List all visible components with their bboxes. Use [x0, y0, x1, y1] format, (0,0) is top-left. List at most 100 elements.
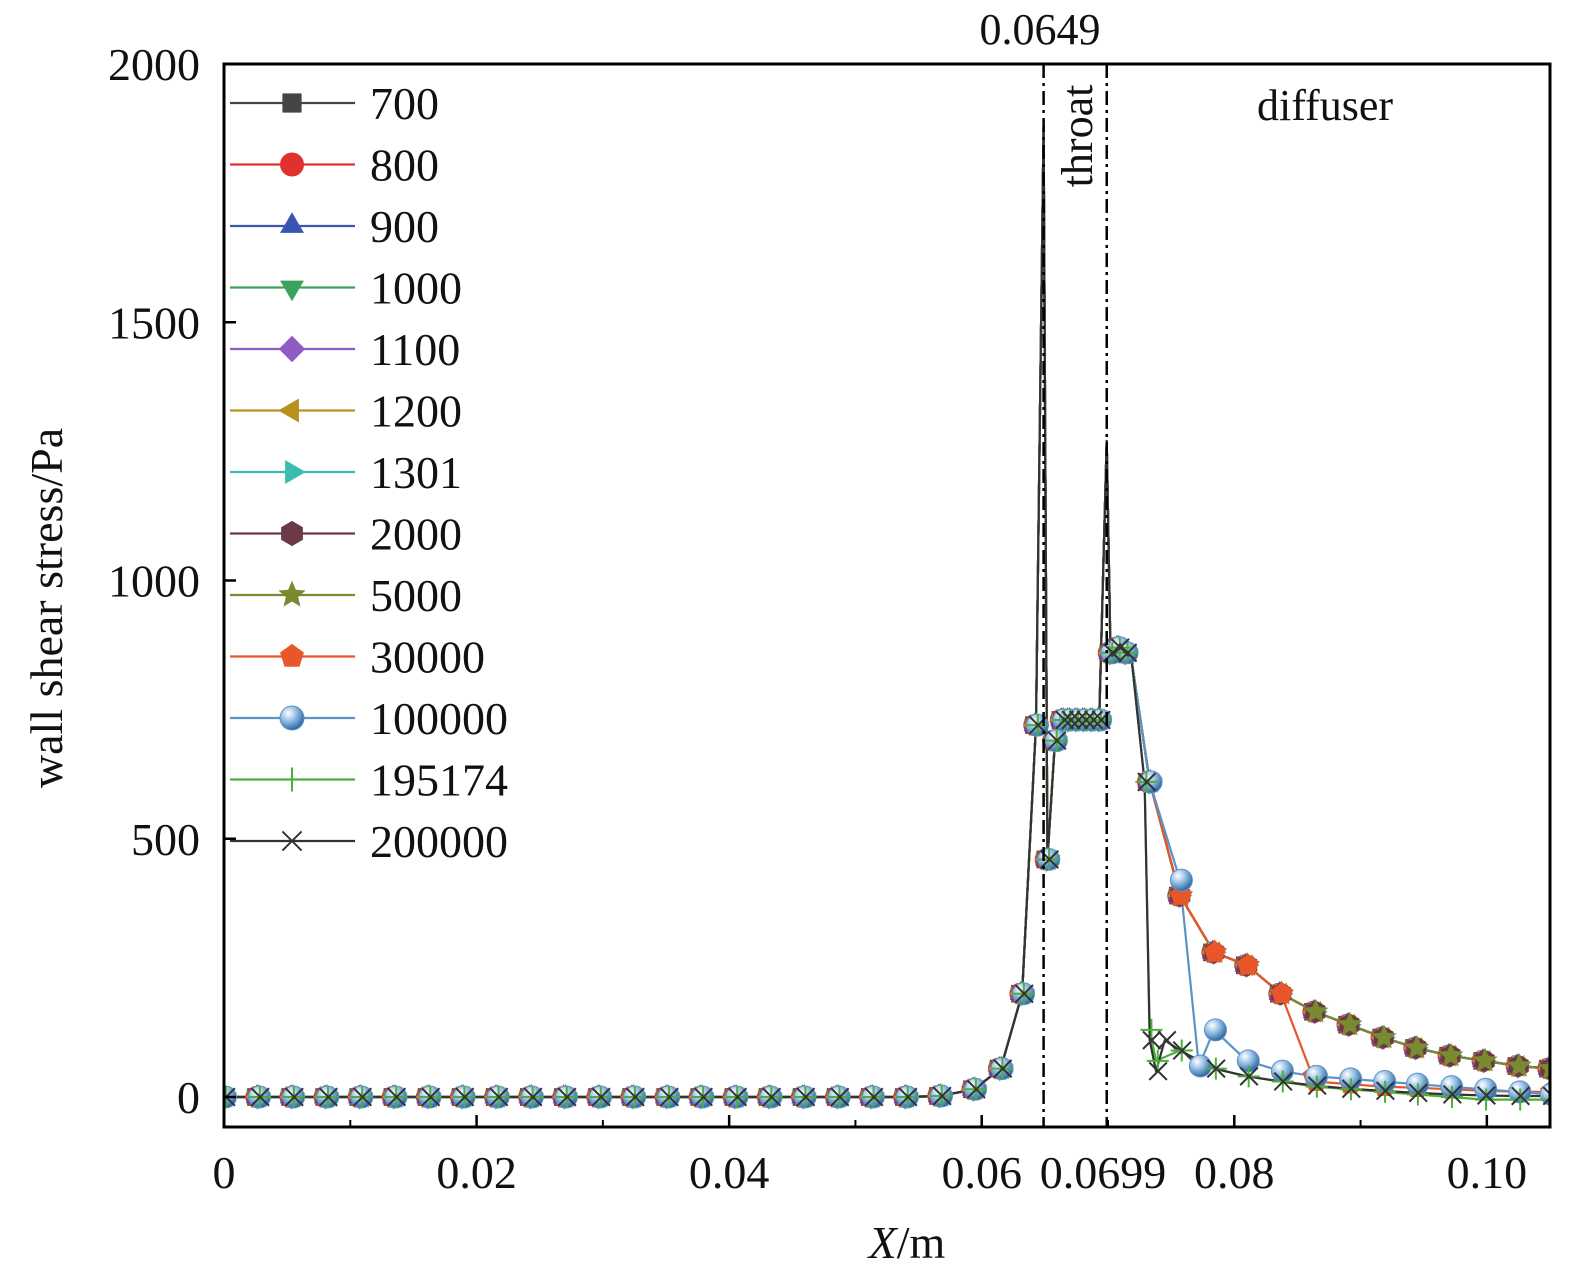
marker-200000-20	[898, 1087, 918, 1107]
marker-200000-16	[762, 1087, 782, 1107]
marker-5000-t7	[1371, 1024, 1397, 1049]
legend-item-1301: 1301	[230, 447, 462, 498]
legend-item-700: 700	[230, 78, 439, 129]
marker-5000-t6	[1337, 1011, 1363, 1036]
legend-marker	[281, 520, 303, 547]
annotation-throat: throat	[1053, 85, 1102, 188]
marker-200000-t11	[1408, 1083, 1428, 1103]
marker-200000-28	[1047, 731, 1067, 751]
marker-200000-t7	[1273, 1071, 1293, 1092]
legend-label: 195174	[370, 755, 508, 806]
marker-200000-12	[625, 1087, 645, 1107]
legend-item-1100: 1100	[230, 324, 460, 375]
axis-ticks: 0 0.02 0.04 0.06 0.08 0.10 0 500 1000 1500 2000	[108, 39, 1527, 1198]
marker-200000-t2	[1148, 1061, 1168, 1081]
marker-195174-t1	[1140, 1018, 1163, 1041]
marker-100000-t2	[1188, 1054, 1212, 1078]
legend-item-1200: 1200	[230, 386, 462, 437]
marker-195174-t2	[1146, 1049, 1169, 1072]
marker-200000-1	[250, 1087, 270, 1107]
throat-boundary-lines	[1042, 64, 1108, 1127]
marker-200000-19	[864, 1087, 884, 1107]
annotation-top-label: 0.0649	[980, 5, 1101, 54]
x-tick-label-5: 0.10	[1447, 1147, 1528, 1198]
x-axis-title-var: X	[867, 1217, 899, 1268]
marker-200000-5	[387, 1087, 407, 1107]
legend-marker	[281, 830, 303, 852]
x-tick-label-0: 0	[213, 1147, 236, 1198]
marker-195174-t12	[1475, 1088, 1498, 1111]
legend-item-200000: 200000	[230, 816, 508, 867]
legend-label: 2000	[370, 509, 462, 560]
legend-marker	[280, 767, 304, 792]
marker-200000-24	[1014, 984, 1034, 1004]
marker-200000-11	[591, 1087, 611, 1107]
legend-marker	[280, 152, 304, 177]
y-tick-label-4: 2000	[108, 39, 200, 90]
marker-200000-t0	[1137, 772, 1157, 792]
legend-label: 100000	[370, 693, 508, 744]
legend-item-100000: 100000	[230, 693, 508, 744]
series-markers	[224, 634, 1550, 1111]
annotation-axis-label: 0.0699	[1040, 1147, 1167, 1198]
legend-marker	[280, 212, 304, 233]
marker-200000-t13	[1476, 1085, 1496, 1105]
x-tick-label-2: 0.04	[689, 1147, 770, 1198]
marker-200000-38	[1118, 643, 1138, 663]
legend-marker	[280, 280, 304, 302]
marker-30000-t2	[1204, 940, 1227, 962]
marker-195174-t13	[1509, 1088, 1532, 1111]
x-tick-label-1: 0.02	[436, 1147, 517, 1198]
legend-item-5000: 5000	[230, 570, 462, 621]
marker-200000-15	[728, 1087, 748, 1107]
x-tick-label-4: 0.08	[1194, 1147, 1275, 1198]
legend-marker	[279, 705, 305, 731]
marker-200000-4	[352, 1087, 372, 1107]
legend-marker	[282, 93, 302, 113]
marker-200000-t14	[1511, 1086, 1531, 1106]
y-tick-label-1: 500	[131, 814, 200, 865]
marker-200000-t6	[1239, 1066, 1259, 1086]
marker-200000-t15	[1542, 1086, 1550, 1106]
x-tick-label-3: 0.06	[941, 1147, 1022, 1198]
marker-200000-t5	[1206, 1059, 1226, 1079]
legend-item-195174: 195174	[230, 755, 508, 806]
legend-item-2000: 2000	[230, 509, 462, 560]
marker-200000-2	[284, 1087, 304, 1107]
legend-label: 30000	[370, 632, 485, 683]
marker-200000-t8	[1307, 1076, 1327, 1096]
marker-200000-31	[1069, 710, 1089, 730]
marker-200000-t1	[1142, 1030, 1162, 1050]
marker-200000-7	[455, 1087, 475, 1107]
marker-200000-32	[1076, 710, 1096, 730]
marker-200000-21	[932, 1086, 952, 1106]
y-tick-label-0: 0	[177, 1072, 200, 1123]
marker-200000-t10	[1375, 1081, 1395, 1101]
marker-195174-t14	[1540, 1098, 1550, 1101]
marker-200000-33	[1084, 710, 1104, 730]
marker-200000-29	[1055, 710, 1075, 730]
legend-item-800: 800	[230, 140, 439, 191]
legend-marker	[278, 398, 299, 423]
marker-195174-t11	[1440, 1086, 1463, 1108]
legend-marker	[280, 643, 304, 667]
marker-200000-23	[993, 1059, 1013, 1079]
legend-item-900: 900	[230, 201, 439, 252]
marker-200000-17	[796, 1087, 816, 1107]
plot-frame	[222, 62, 1552, 1129]
marker-200000-30	[1061, 710, 1081, 730]
legend: 700 800 900 1000 1100 1200 1301 2000 5000 30000 10…	[230, 78, 508, 867]
marker-5000-t5	[1303, 998, 1329, 1023]
marker-5000-t11	[1506, 1052, 1532, 1077]
marker-200000-6	[421, 1087, 441, 1107]
annotation-diffuser: diffuser	[1257, 81, 1393, 130]
legend-label: 700	[370, 78, 439, 129]
legend-label: 1100	[370, 324, 460, 375]
marker-30000-t3	[1236, 953, 1259, 975]
legend-label: 800	[370, 140, 439, 191]
legend-label: 200000	[370, 816, 508, 867]
marker-5000-t9	[1438, 1042, 1464, 1067]
legend-label: 1200	[370, 386, 462, 437]
legend-marker	[285, 460, 306, 484]
